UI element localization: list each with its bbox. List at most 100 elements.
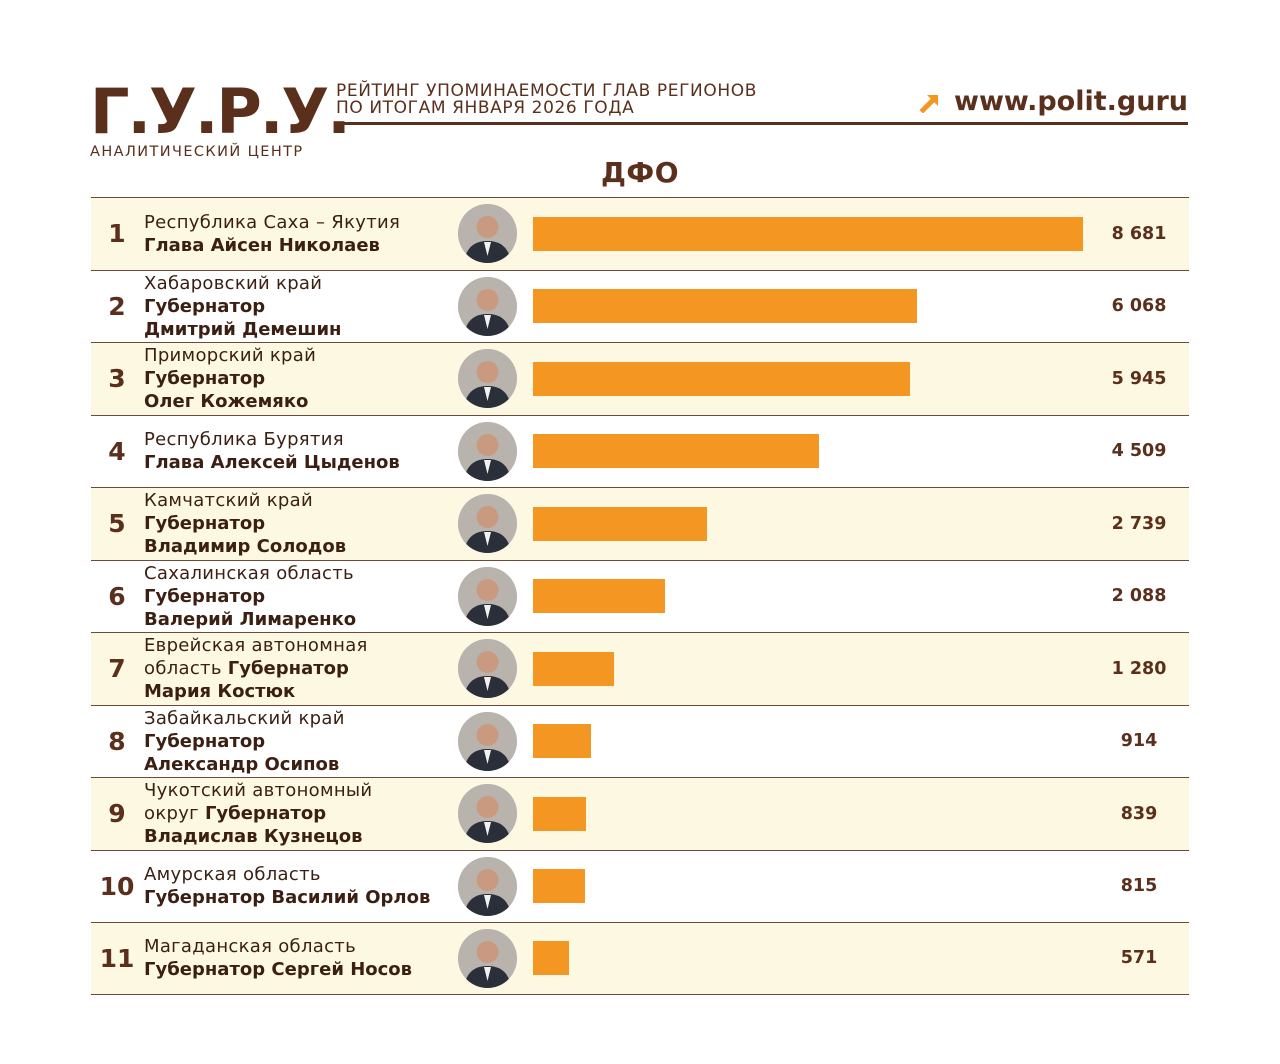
rank-number: 1: [108, 219, 126, 249]
bar-track: [533, 851, 1083, 923]
official-title: Губернатор Василий Орлов: [144, 887, 431, 909]
bar: [533, 506, 707, 541]
site-link[interactable]: www.polit.guru: [920, 86, 1188, 117]
region-title-line: округ Губернатор: [144, 802, 454, 825]
bar-value-label: 6 068: [1111, 296, 1167, 317]
governor-label: Чукотский автономный округ Губернатор Влад…: [144, 778, 454, 850]
headline-line-1: РЕЙТИНГ УПОМИНАЕМОСТИ ГЛАВ РЕГИОНОВ: [336, 81, 757, 101]
region-name: Приморский край: [144, 345, 317, 367]
region-name: Амурская область: [144, 864, 321, 886]
chart-title: ДФО: [600, 156, 679, 189]
table-row: 6 Сахалинская область Губернатор Валерий Ли…: [91, 559, 1189, 633]
official-name: Дмитрий Демешин: [144, 318, 342, 340]
table-row: 3 Приморский край Губернатор Олег Кожемяко 5…: [91, 342, 1189, 415]
bar-track: [533, 706, 1083, 778]
bar: [533, 796, 587, 831]
rank-number: 3: [108, 364, 126, 394]
bar: [533, 434, 819, 469]
bar-track: [533, 923, 1083, 994]
logo-wordmark: Г.У.Р.У.: [90, 75, 351, 148]
official-title: Глава Алексей Цыденов: [144, 452, 400, 474]
table-row: 8 Забайкальский край Губернатор Александр О…: [91, 704, 1189, 778]
region-name: Еврейская автономная: [144, 635, 368, 657]
portrait-photo: [458, 494, 517, 554]
governor-label: Республика Саха – Якутия Глава Айсен Нико…: [144, 198, 454, 270]
bar-track: [533, 198, 1083, 270]
region-name: Магаданская область: [144, 936, 356, 958]
bar-value-label: 571: [1120, 948, 1158, 969]
bar-track: [533, 561, 1083, 633]
governor-label: Республика Бурятия Глава Алексей Цыденов: [144, 416, 454, 488]
rank-number: 10: [99, 871, 135, 901]
arrow-up-right-icon: [920, 93, 939, 113]
bar: [533, 724, 591, 759]
bar: [533, 579, 666, 614]
rank-number: 7: [108, 654, 126, 684]
portrait-photo: [458, 856, 517, 916]
portrait-photo: [458, 349, 517, 409]
bar-track: [533, 271, 1083, 343]
governor-label: Магаданская область Губернатор Сергей Нос…: [144, 923, 454, 994]
bar-track: [533, 633, 1083, 705]
bar-value-label: 2 739: [1111, 513, 1167, 534]
bar: [533, 361, 910, 396]
table-row: 2 Хабаровский край Губернатор Дмитрий Демеш…: [91, 269, 1189, 343]
brand-logo: Г.У.Р.У. АНАЛИТИЧЕСКИЙ ЦЕНТР: [90, 75, 351, 161]
portrait-photo: [458, 928, 517, 988]
portrait-photo: [458, 421, 517, 481]
rank-number: 2: [108, 291, 126, 321]
region-name: Хабаровский край: [144, 272, 323, 294]
governor-label: Амурская область Губернатор Василий Орлов: [144, 851, 454, 923]
portrait-photo: [458, 711, 517, 771]
portrait-photo: [458, 204, 517, 264]
official-title: Губернатор: [144, 295, 266, 317]
official-name: Олег Кожемяко: [144, 391, 309, 413]
bar: [533, 216, 1083, 251]
bar-track: [533, 343, 1083, 415]
region-name: Чукотский автономный: [144, 780, 373, 802]
ranking-chart: 1 Республика Саха – Якутия Глава Айсен Ник…: [91, 197, 1189, 995]
bar-value-label: 8 681: [1111, 223, 1167, 244]
region-name: Республика Бурятия: [144, 429, 344, 451]
bar-track: [533, 778, 1083, 850]
rank-number: 6: [108, 581, 126, 611]
site-url[interactable]: www.polit.guru: [954, 86, 1188, 117]
table-row: 1 Республика Саха – Якутия Глава Айсен Ник…: [91, 197, 1189, 270]
official-title: Губернатор: [144, 513, 266, 535]
rank-number: 8: [108, 726, 126, 756]
bar-value-label: 815: [1120, 876, 1158, 897]
table-row: 7 Еврейская автономная область Губернатор М…: [91, 632, 1189, 705]
portrait-photo: [458, 276, 517, 336]
table-row: 4 Республика Бурятия Глава Алексей Цыденов…: [91, 414, 1189, 488]
bar: [533, 651, 615, 686]
headline-line-2: ПО ИТОГАМ ЯНВАРЯ 2026 ГОДА: [336, 98, 635, 118]
official-title: Губернатор: [227, 658, 349, 680]
region-name: Сахалинская область: [144, 562, 354, 584]
rank-number: 4: [108, 436, 126, 466]
governor-label: Приморский край Губернатор Олег Кожемяко: [144, 343, 454, 415]
header-divider: [336, 122, 1188, 125]
report-headline: РЕЙТИНГ УПОМИНАЕМОСТИ ГЛАВ РЕГИОНОВ ПО И…: [336, 83, 757, 117]
official-name: Валерий Лимаренко: [144, 608, 357, 630]
official-name: Владимир Солодов: [144, 536, 347, 558]
region-title-line: область Губернатор: [144, 657, 454, 680]
portrait-photo: [458, 784, 517, 844]
governor-label: Хабаровский край Губернатор Дмитрий Демеши…: [144, 271, 454, 343]
rank-number: 5: [108, 509, 126, 539]
bar-track: [533, 416, 1083, 488]
logo-subtitle: АНАЛИТИЧЕСКИЙ ЦЕНТР: [90, 144, 304, 160]
governor-label: Еврейская автономная область Губернатор Ма…: [144, 633, 454, 705]
governor-label: Сахалинская область Губернатор Валерий Лим…: [144, 561, 454, 633]
table-row: 9 Чукотский автономный округ Губернатор Вла…: [91, 777, 1189, 850]
governor-label: Камчатский край Губернатор Владимир Солодо…: [144, 488, 454, 560]
governor-label: Забайкальский край Губернатор Александр Ос…: [144, 706, 454, 778]
bar-value-label: 914: [1120, 731, 1158, 752]
official-title: Губернатор: [144, 585, 266, 607]
region-name: Забайкальский край: [144, 707, 345, 729]
bar: [533, 869, 585, 904]
official-title: Глава Айсен Николаев: [144, 234, 380, 256]
bar-track: [533, 488, 1083, 560]
region-name-continued: округ: [144, 803, 205, 825]
bar-value-label: 5 945: [1111, 368, 1167, 389]
bar-value-label: 4 509: [1111, 441, 1167, 462]
